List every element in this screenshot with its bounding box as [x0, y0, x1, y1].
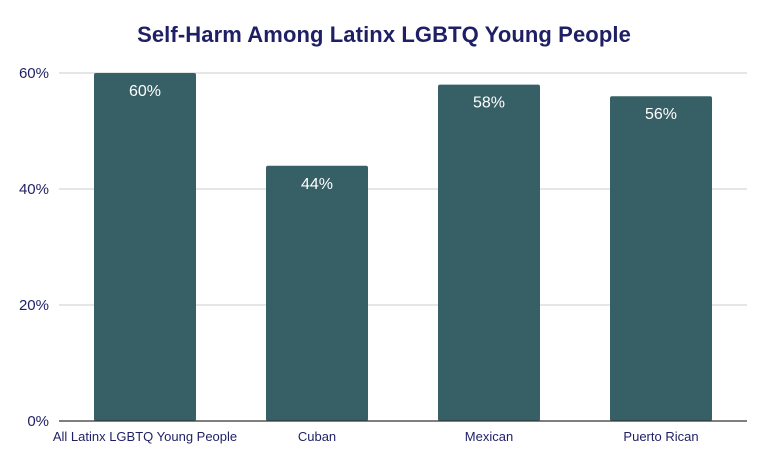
- bar: [438, 84, 540, 421]
- labels: 0% 20% 40% 60% 60% All Latinx LGBTQ Young Peo…: [19, 65, 699, 444]
- data-label: 60%: [129, 83, 161, 100]
- x-category-label: Cuban: [298, 429, 336, 444]
- chart-title: Self-Harm Among Latinx LGBTQ Young Peopl…: [137, 22, 631, 47]
- data-label: 56%: [645, 106, 677, 123]
- x-category-label: Puerto Rican: [623, 429, 698, 444]
- data-label: 58%: [473, 95, 505, 112]
- x-category-label: Mexican: [465, 429, 513, 444]
- x-category-label: All Latinx LGBTQ Young People: [53, 429, 237, 444]
- data-label: 44%: [301, 176, 333, 193]
- bar: [94, 73, 196, 421]
- bar: [610, 96, 712, 421]
- y-tick-label: 40%: [19, 181, 49, 198]
- y-tick-label: 20%: [19, 297, 49, 314]
- y-tick-label: 60%: [19, 65, 49, 82]
- y-tick-label: 0%: [27, 413, 49, 430]
- bar: [266, 165, 368, 421]
- bars: [94, 73, 712, 421]
